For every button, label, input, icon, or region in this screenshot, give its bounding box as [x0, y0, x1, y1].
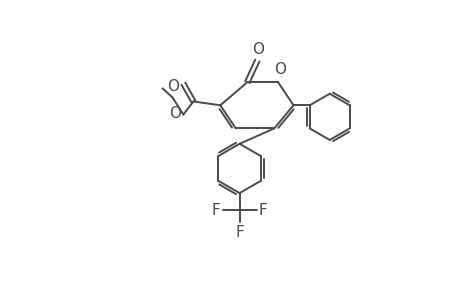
Text: O: O [169, 106, 181, 121]
Text: O: O [273, 62, 285, 77]
Text: F: F [211, 202, 220, 217]
Text: F: F [235, 225, 243, 240]
Text: F: F [258, 202, 267, 217]
Text: O: O [167, 79, 179, 94]
Text: O: O [252, 42, 263, 57]
